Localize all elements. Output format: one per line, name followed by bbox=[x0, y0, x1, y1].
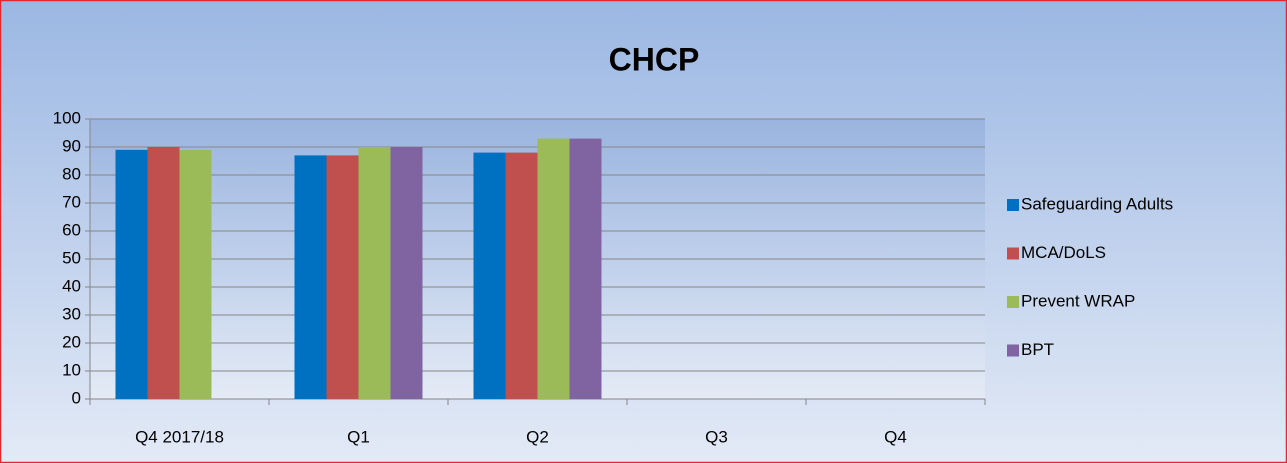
bar bbox=[505, 152, 538, 399]
x-tick-label: Q4 2017/18 bbox=[135, 427, 224, 446]
y-tick-label: 20 bbox=[62, 332, 81, 351]
y-tick-label: 100 bbox=[53, 108, 81, 127]
bar bbox=[569, 138, 602, 399]
x-tick-label: Q4 bbox=[884, 427, 907, 446]
bar bbox=[473, 152, 506, 399]
bar bbox=[390, 147, 423, 399]
legend-label: Prevent WRAP bbox=[1021, 291, 1135, 310]
legend-swatch bbox=[1007, 296, 1019, 308]
y-tick-label: 40 bbox=[62, 276, 81, 295]
legend-label: MCA/DoLS bbox=[1021, 243, 1106, 262]
y-tick-label: 50 bbox=[62, 248, 81, 267]
legend-label: Safeguarding Adults bbox=[1021, 194, 1173, 213]
bar bbox=[358, 147, 391, 399]
bar bbox=[294, 155, 327, 399]
legend-label: BPT bbox=[1021, 340, 1054, 359]
legend-swatch bbox=[1007, 344, 1019, 357]
x-tick-label: Q1 bbox=[347, 427, 370, 446]
bar bbox=[115, 149, 148, 399]
legend-swatch bbox=[1007, 247, 1019, 260]
legend-swatch bbox=[1007, 199, 1019, 211]
y-tick-label: 80 bbox=[62, 164, 81, 183]
y-tick-label: 0 bbox=[72, 388, 81, 407]
bar bbox=[537, 138, 570, 399]
bar bbox=[326, 155, 359, 399]
y-tick-label: 70 bbox=[62, 192, 81, 211]
y-tick-label: 30 bbox=[62, 304, 81, 323]
y-tick-label: 10 bbox=[62, 360, 81, 379]
x-tick-label: Q2 bbox=[526, 427, 549, 446]
x-tick-label: Q3 bbox=[705, 427, 728, 446]
y-tick-label: 60 bbox=[62, 220, 81, 239]
y-tick-label: 90 bbox=[62, 136, 81, 155]
bar bbox=[179, 149, 212, 399]
bar bbox=[147, 147, 180, 399]
chart-title: CHCP bbox=[609, 41, 700, 77]
